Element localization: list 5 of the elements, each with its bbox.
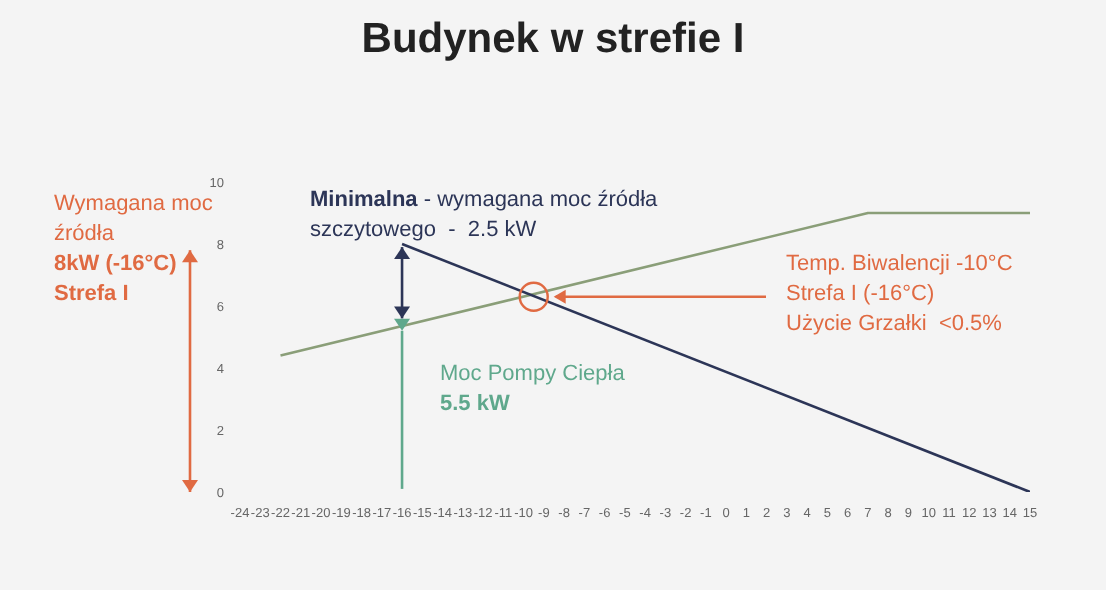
text: Wymagana moc źródła 8kW (-16°C) Strefa I [54,192,213,306]
text: Minimalna - wymagana moc źródła szczytowego - 2.5 kW [310,188,658,242]
chart-title: Budynek w strefie I [359,16,747,64]
text: Temp. Biwalencji -10°C Strefa I (-16°C) Użycie Grzałki <0.5% [786,252,1013,336]
text: Moc Pompy Ciepła 5.5 kW [440,362,625,416]
